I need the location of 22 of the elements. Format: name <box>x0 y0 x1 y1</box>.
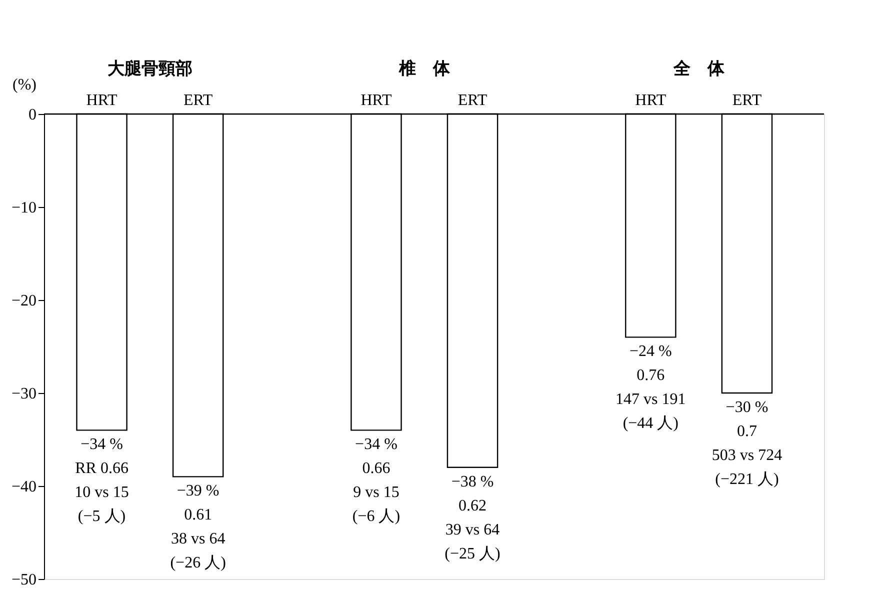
x-tick-label: ERT <box>458 92 488 109</box>
x-tick-label: ERT <box>183 92 213 109</box>
y-tick-label: −50 <box>11 572 36 588</box>
data-label: −38 % 0.62 39 vs 64 (−25 人) <box>444 473 500 562</box>
data-label: −30 % 0.7 503 vs 724 (−221 人) <box>712 399 782 488</box>
text: 大腿骨頸部 <box>107 59 192 79</box>
data-label: −34 % RR 0.66 10 vs 15 (−5 人) <box>74 436 129 526</box>
y-tick-label: −10 <box>11 200 36 216</box>
y-tick-label: 0 <box>28 106 36 124</box>
y-tick-label: −30 <box>11 386 36 402</box>
x-tick-label: ERT <box>732 92 762 109</box>
x-tick-label: HRT <box>86 92 118 109</box>
x-tick-label: HRT <box>635 92 666 109</box>
text: 椎 体 <box>398 59 451 79</box>
data-label: −39 % 0.61 38 vs 64 (−26 人) <box>170 482 226 572</box>
y-axis-title: (%) <box>12 76 36 94</box>
text: 全 体 <box>672 59 726 79</box>
y-tick-label: −20 <box>11 292 36 310</box>
x-tick-label: HRT <box>360 92 392 109</box>
data-label: −34 % 0.66 9 vs 15 (−6 人) <box>352 436 400 526</box>
data-label: −24 % 0.76 147 vs 191 (−44 人) <box>616 343 686 432</box>
y-tick-label: −40 <box>11 478 36 496</box>
